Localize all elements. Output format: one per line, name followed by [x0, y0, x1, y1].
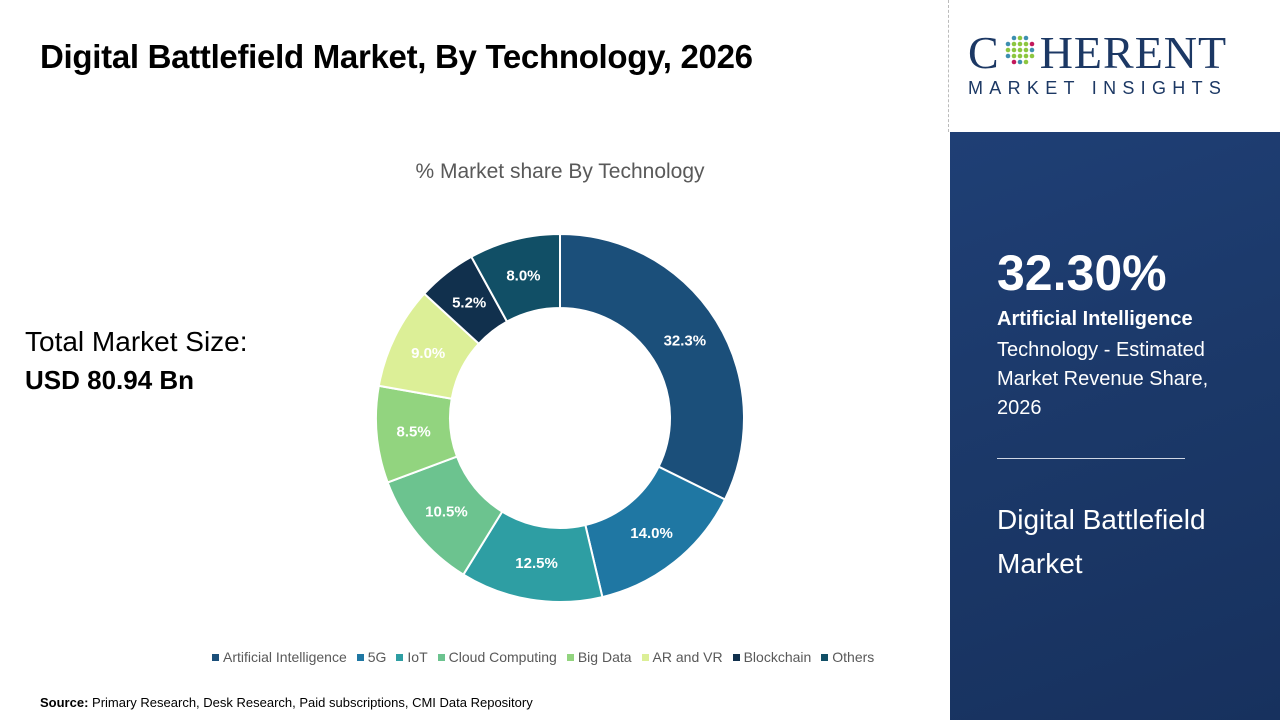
donut-slice-artificial-intelligence — [559, 232, 745, 501]
legend-item: Blockchain — [732, 649, 812, 665]
legend-swatch — [396, 653, 404, 661]
donut-chart: 32.3% 14.0% 12.5% 10.5% 8.5% 9.0% 5.2% 8.0% — [375, 232, 745, 603]
logo: C HERENT MARKET INSIGHTS — [968, 27, 1228, 99]
legend-swatch — [437, 653, 445, 661]
source-note: Source: Primary Research, Desk Research,… — [40, 695, 533, 710]
legend-label: Cloud Computing — [448, 649, 557, 665]
legend-item: 5G — [356, 649, 387, 665]
highlight-panel: 32.30% Artificial Intelligence Technolog… — [950, 132, 1280, 720]
page-title: Digital Battlefield Market, By Technolog… — [40, 38, 753, 75]
highlight-value: 32.30% — [997, 245, 1167, 301]
legend-swatch — [732, 653, 740, 661]
data-label: 12.5% — [515, 555, 558, 572]
legend-swatch — [821, 653, 829, 661]
data-label: 14.0% — [630, 525, 673, 542]
market-name: Digital Battlefield Market — [997, 504, 1206, 579]
chart-title: % Market share By Technology — [415, 160, 705, 183]
highlight-segment: Artificial Intelligence — [997, 308, 1193, 330]
legend-item: Artificial Intelligence — [212, 649, 347, 665]
data-label: 32.3% — [664, 332, 707, 349]
legend: Artificial Intelligence 5G IoT Cloud Comput… — [212, 649, 874, 665]
divider — [948, 0, 949, 132]
logo-globe-icon — [1005, 35, 1034, 65]
legend-item: Others — [821, 649, 874, 665]
legend-item: Cloud Computing — [437, 649, 557, 665]
total-market-value: USD 80.94 Bn — [25, 365, 195, 395]
legend-item: IoT — [396, 649, 428, 665]
legend-swatch — [641, 653, 649, 661]
legend-label: Artificial Intelligence — [223, 649, 347, 665]
data-label: 8.0% — [506, 268, 540, 285]
legend-swatch — [212, 653, 219, 661]
data-label: 9.0% — [411, 345, 445, 362]
legend-label: IoT — [407, 649, 428, 665]
legend-swatch — [566, 653, 574, 661]
data-label: 10.5% — [425, 503, 468, 520]
highlight-description: Technology - Estimated Market Revenue Sh… — [997, 339, 1209, 419]
legend-label: Others — [832, 649, 875, 665]
donut-slice-others — [469, 232, 561, 323]
legend-label: Blockchain — [743, 649, 812, 665]
data-label: 8.5% — [397, 423, 431, 440]
legend-label: AR and VR — [652, 649, 723, 665]
panel-divider — [997, 458, 1185, 459]
legend-label: 5G — [367, 649, 387, 665]
total-market-label: Total Market Size: — [25, 326, 248, 357]
legend-item: AR and VR — [641, 649, 723, 665]
legend-item: Big Data — [566, 649, 632, 665]
legend-label: Big Data — [577, 649, 632, 665]
legend-swatch — [356, 653, 364, 661]
data-label: 5.2% — [452, 294, 486, 311]
